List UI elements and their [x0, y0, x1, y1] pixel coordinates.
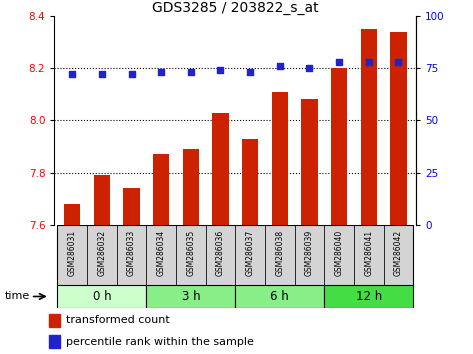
Text: GSM286040: GSM286040	[334, 230, 343, 276]
Text: transformed count: transformed count	[66, 315, 170, 325]
Point	[187, 69, 194, 75]
Bar	[206, 225, 236, 285]
Bar	[146, 285, 236, 308]
Text: 6 h: 6 h	[271, 290, 289, 303]
Text: time: time	[5, 291, 30, 302]
Bar	[301, 99, 318, 225]
Bar	[390, 32, 407, 225]
Title: GDS3285 / 203822_s_at: GDS3285 / 203822_s_at	[152, 1, 319, 15]
Bar	[57, 225, 87, 285]
Point	[158, 69, 165, 75]
Point	[246, 69, 254, 75]
Point	[98, 72, 105, 77]
Point	[128, 72, 135, 77]
Text: GSM286039: GSM286039	[305, 230, 314, 276]
Point	[365, 59, 373, 65]
Bar	[87, 225, 117, 285]
Bar	[94, 175, 110, 225]
Text: 3 h: 3 h	[182, 290, 200, 303]
Bar	[146, 225, 176, 285]
Bar	[354, 225, 384, 285]
Bar	[272, 92, 288, 225]
Text: GSM286035: GSM286035	[186, 230, 195, 276]
Text: percentile rank within the sample: percentile rank within the sample	[66, 337, 254, 347]
Bar	[324, 285, 413, 308]
Point	[69, 72, 76, 77]
Bar	[117, 225, 146, 285]
Text: GSM286041: GSM286041	[364, 230, 373, 276]
Bar	[242, 139, 258, 225]
Bar	[64, 204, 80, 225]
Text: GSM286033: GSM286033	[127, 230, 136, 276]
Bar	[360, 29, 377, 225]
Text: GSM286034: GSM286034	[157, 230, 166, 276]
Text: GSM286038: GSM286038	[275, 230, 284, 276]
Bar	[176, 225, 206, 285]
Bar	[49, 335, 60, 348]
Text: GSM286042: GSM286042	[394, 230, 403, 276]
Bar	[236, 285, 324, 308]
Bar	[57, 285, 146, 308]
Point	[276, 63, 284, 69]
Text: GSM286032: GSM286032	[97, 230, 106, 276]
Bar	[49, 314, 60, 327]
Bar	[183, 149, 199, 225]
Point	[306, 65, 313, 71]
Text: 0 h: 0 h	[93, 290, 111, 303]
Bar	[123, 188, 140, 225]
Point	[394, 59, 402, 65]
Text: 12 h: 12 h	[356, 290, 382, 303]
Point	[217, 67, 224, 73]
Bar	[265, 225, 295, 285]
Bar	[331, 68, 347, 225]
Bar	[236, 225, 265, 285]
Bar	[153, 154, 169, 225]
Text: GSM286036: GSM286036	[216, 230, 225, 276]
Bar	[384, 225, 413, 285]
Point	[335, 59, 343, 65]
Text: GSM286037: GSM286037	[245, 230, 254, 276]
Bar	[324, 225, 354, 285]
Text: GSM286031: GSM286031	[68, 230, 77, 276]
Bar	[295, 225, 324, 285]
Bar	[212, 113, 228, 225]
